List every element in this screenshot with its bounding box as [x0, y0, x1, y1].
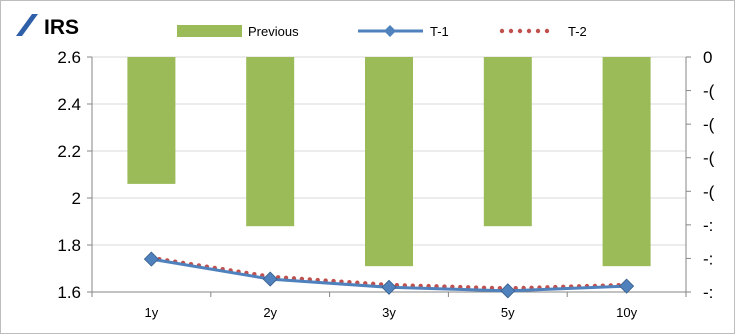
t1-marker: [262, 271, 278, 287]
legend-label-t1: T-1: [430, 24, 449, 39]
bar-previous: [602, 57, 651, 267]
y2-tick-label: -(: [703, 115, 715, 134]
y-tick-label: 2: [72, 189, 81, 208]
irs-logo-icon: [16, 14, 38, 36]
legend-label-t2: T-2: [568, 24, 587, 39]
legend-t2-dot: [517, 28, 523, 34]
y2-tick-label: -(: [703, 182, 715, 201]
y2-tick-label: -:: [703, 283, 713, 302]
bar-previous: [127, 57, 176, 184]
x-axis-ticks: 1y 2y 3y 5y 10y: [91, 292, 687, 320]
series-t1: [143, 251, 635, 299]
y-tick-label: 2.2: [57, 142, 81, 161]
x-tick-label: 3y: [382, 305, 396, 320]
y-axis-ticks: 2.6 2.4 2.2 2 1.8 1.6: [57, 48, 92, 302]
t1-marker: [500, 283, 516, 299]
legend-marker-t1: [384, 25, 396, 37]
legend-t2-dot: [499, 28, 505, 34]
y-tick-label: 1.8: [57, 236, 81, 255]
y2-tick-label: 0: [703, 48, 712, 67]
bar-previous: [365, 57, 413, 267]
legend-label-previous: Previous: [248, 24, 299, 39]
legend-swatch-previous: [177, 25, 242, 37]
x-tick-label: 5y: [501, 305, 515, 320]
legend-t2-dot: [535, 28, 541, 34]
y-tick-label: 1.6: [57, 283, 81, 302]
y2-tick-label: -:: [703, 249, 713, 268]
chart-title: IRS: [44, 16, 79, 39]
x-tick-label: 10y: [616, 305, 637, 320]
bars-previous: [127, 57, 651, 267]
x-tick-label: 1y: [145, 305, 159, 320]
y2-axis-ticks: 0 -( -( -( -( -: -: -:: [686, 48, 715, 302]
x-tick-label: 2y: [263, 305, 277, 320]
bar-previous: [483, 57, 532, 227]
legend-t2-dot: [526, 28, 532, 34]
y2-tick-label: -(: [703, 82, 715, 101]
t1-marker: [619, 278, 635, 294]
legend-dots-t2: [499, 28, 550, 34]
y-tick-label: 2.6: [57, 48, 81, 67]
t1-marker: [143, 251, 159, 267]
t1-marker: [381, 279, 397, 295]
y2-tick-label: -(: [703, 149, 715, 168]
y2-tick-label: -:: [703, 216, 713, 235]
bar-previous: [246, 57, 295, 227]
y-tick-label: 2.4: [57, 95, 81, 114]
legend-t2-dot: [544, 28, 550, 34]
legend-t2-dot: [508, 28, 514, 34]
